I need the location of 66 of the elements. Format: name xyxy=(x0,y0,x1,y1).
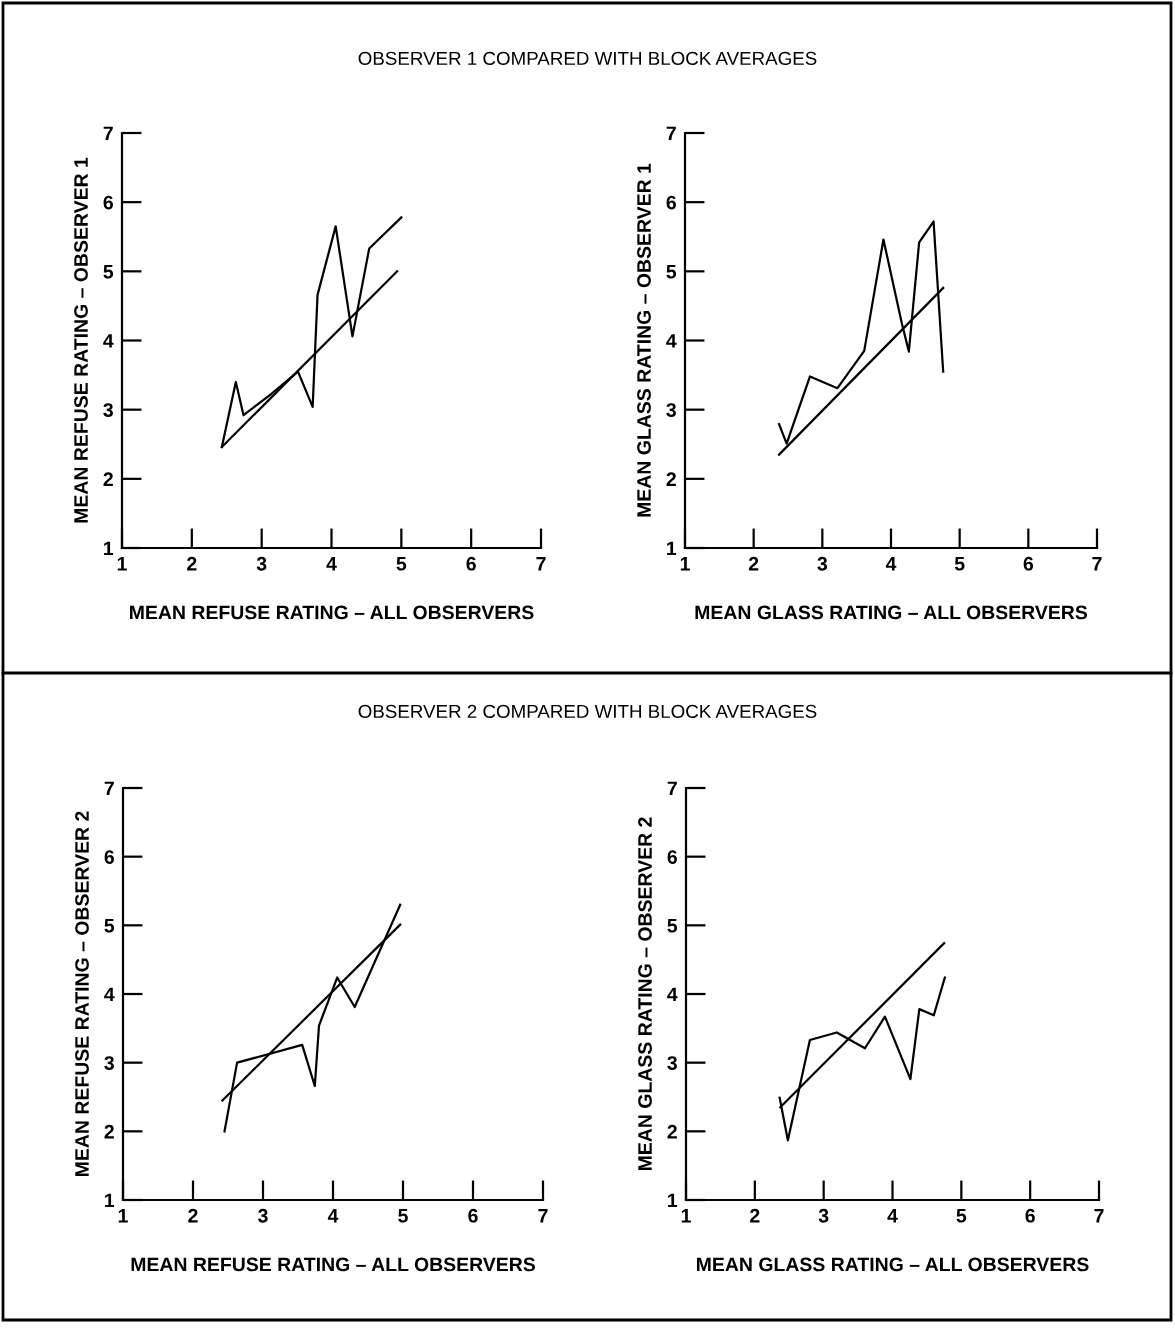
x-tick-label: 5 xyxy=(398,1209,408,1223)
x-tick-label: 7 xyxy=(1094,1209,1104,1223)
x-tick-label: 3 xyxy=(818,1208,829,1223)
x-tick-label: 5 xyxy=(954,557,965,571)
x-axis-title: MEAN GLASS RATING – ALL OBSERVERS xyxy=(696,1257,1089,1272)
y-tick-label: 3 xyxy=(104,1056,114,1070)
y-tick-label: 4 xyxy=(103,334,114,348)
y-tick-label: 2 xyxy=(666,472,676,486)
x-tick-label: 6 xyxy=(1025,1208,1035,1223)
x-tick-label: 1 xyxy=(118,1209,128,1223)
x-tick-label: 5 xyxy=(396,557,407,571)
x-tick-label: 7 xyxy=(1092,557,1102,571)
x-tick-label: 1 xyxy=(117,557,127,571)
x-tick-label: 2 xyxy=(750,1208,760,1223)
y-tick-label: 2 xyxy=(667,1124,677,1139)
y-tick-label: 6 xyxy=(667,850,677,864)
x-tick-label: 7 xyxy=(536,557,546,571)
y-tick-label: 6 xyxy=(104,850,114,864)
y-tick-label: 1 xyxy=(105,1193,115,1208)
y-axis-title: MEAN GLASS RATING – OBSERVER 1 xyxy=(637,163,651,517)
x-tick-label: 4 xyxy=(326,557,337,571)
y-tick-label: 3 xyxy=(667,1056,677,1070)
x-tick-label: 2 xyxy=(748,556,759,571)
y-tick-label: 1 xyxy=(668,1193,678,1208)
x-tick-label: 4 xyxy=(887,1209,898,1223)
y-tick-label: 6 xyxy=(103,195,113,210)
x-axis-title: MEAN REFUSE RATING – ALL OBSERVERS xyxy=(130,605,534,620)
y-tick-label: 7 xyxy=(667,781,677,796)
x-tick-label: 6 xyxy=(1023,556,1034,571)
y-tick-label: 7 xyxy=(104,781,114,796)
x-tick-label: 3 xyxy=(258,1208,268,1223)
text: OBSERVER 2 COMPARED WITH BLOCK AVERAGES xyxy=(358,704,817,719)
y-tick-label: 7 xyxy=(103,126,113,141)
x-axis-title: MEAN GLASS RATING – ALL OBSERVERS xyxy=(695,605,1088,620)
y-tick-label: 7 xyxy=(666,126,676,141)
y-tick-label: 6 xyxy=(666,195,676,210)
y-axis-title: MEAN GLASS RATING – OBSERVER 2 xyxy=(638,817,652,1171)
y-tick-label: 4 xyxy=(104,987,115,1002)
y-tick-label: 2 xyxy=(103,472,113,486)
y-tick-label: 1 xyxy=(104,541,114,556)
y-tick-label: 5 xyxy=(667,919,678,933)
y-tick-label: 4 xyxy=(667,987,678,1002)
x-tick-label: 1 xyxy=(680,557,690,571)
x-axis-title: MEAN REFUSE RATING – ALL OBSERVERS xyxy=(131,1257,535,1272)
y-axis-title: MEAN REFUSE RATING – OBSERVER 1 xyxy=(74,157,88,523)
x-tick-label: 2 xyxy=(188,1208,198,1223)
x-tick-label: 1 xyxy=(681,1209,691,1223)
x-tick-label: 5 xyxy=(956,1209,967,1223)
y-tick-label: 4 xyxy=(666,334,677,348)
x-tick-label: 4 xyxy=(327,1209,339,1223)
x-tick-label: 3 xyxy=(817,556,828,571)
x-tick-label: 2 xyxy=(187,556,197,571)
y-tick-label: 3 xyxy=(666,403,676,417)
y-tick-label: 3 xyxy=(103,403,113,417)
x-tick-label: 4 xyxy=(885,557,897,571)
y-axis-title: MEAN REFUSE RATING – OBSERVER 2 xyxy=(75,811,89,1177)
x-tick-label: 6 xyxy=(466,556,476,571)
x-tick-label: 3 xyxy=(256,556,267,571)
x-tick-label: 6 xyxy=(468,1208,478,1223)
y-tick-label: 5 xyxy=(103,265,114,279)
x-tick-label: 7 xyxy=(538,1209,548,1223)
y-tick-label: 1 xyxy=(667,541,677,556)
y-tick-label: 2 xyxy=(104,1124,114,1139)
y-tick-label: 5 xyxy=(666,265,677,279)
y-tick-label: 5 xyxy=(104,919,115,933)
text: OBSERVER 1 COMPARED WITH BLOCK AVERAGES xyxy=(358,51,817,66)
